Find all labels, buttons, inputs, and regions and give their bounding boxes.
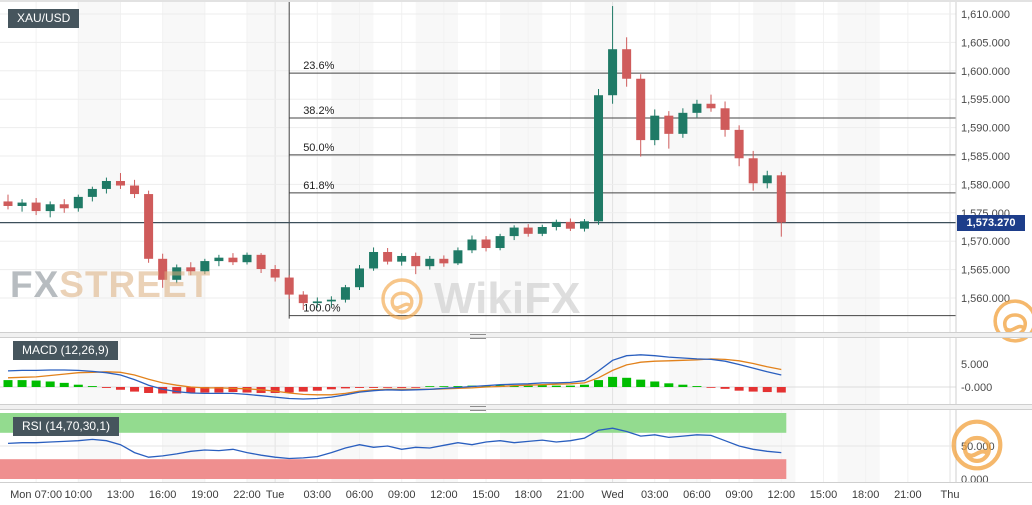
rsi-oversold-band (0, 459, 787, 479)
resize-grip-icon[interactable] (470, 406, 486, 411)
rsi-line (7, 427, 782, 460)
time-axis-label: 21:00 (556, 489, 585, 501)
svg-text:100.0%: 100.0% (303, 303, 341, 315)
time-axis-label: 18:00 (514, 489, 542, 501)
rsi-indicator-badge: RSI (14,70,30,1) (13, 417, 120, 436)
resize-grip-icon[interactable] (470, 334, 486, 339)
rsi-canvas[interactable]: 50.000 0.000 (0, 410, 1032, 482)
svg-text:23.6%: 23.6% (303, 60, 334, 72)
time-axis-label: Wed (601, 489, 624, 501)
horizontal-gridlines (0, 13, 956, 299)
svg-text:1,570.000: 1,570.000 (961, 236, 1010, 248)
svg-text:1,595.000: 1,595.000 (961, 94, 1010, 106)
svg-text:0.000: 0.000 (961, 474, 989, 482)
current-price-badge: 1,573.270 (957, 214, 1025, 231)
macd-line (7, 354, 782, 400)
time-axis-label: 15:00 (809, 489, 838, 501)
macd-histogram (3, 376, 786, 394)
time-axis-label: 16:00 (148, 489, 177, 501)
panel-resize-separator[interactable] (0, 404, 1032, 411)
svg-text:5.000: 5.000 (961, 359, 989, 371)
vertical-gridlines (35, 2, 951, 332)
time-axis-label: 21:00 (894, 489, 922, 501)
time-axis-label: 06:00 (345, 489, 374, 501)
macd-indicator-badge: MACD (12,26,9) (13, 341, 118, 360)
time-axis-label: 18:00 (851, 489, 880, 501)
time-axis-label: 03:00 (303, 489, 332, 501)
svg-text:50.000: 50.000 (961, 441, 995, 453)
rsi-axis-labels[interactable]: 50.000 0.000 (961, 441, 995, 482)
svg-text:61.8%: 61.8% (303, 180, 334, 192)
time-axis-label: Tue (265, 489, 285, 501)
svg-text:1,610.000: 1,610.000 (961, 9, 1010, 21)
svg-text:1,560.000: 1,560.000 (961, 293, 1010, 305)
svg-text:1,565.000: 1,565.000 (961, 265, 1010, 277)
rsi-overbought-band (0, 413, 787, 433)
svg-text:1,590.000: 1,590.000 (961, 123, 1010, 135)
svg-text:1,585.000: 1,585.000 (961, 151, 1010, 163)
candles-layer[interactable] (3, 6, 786, 310)
price-axis-labels[interactable]: 1,610.000 1,605.000 1,600.000 1,595.000 1,59… (961, 9, 1010, 305)
time-axis-label: 03:00 (640, 489, 669, 501)
svg-text:1,605.000: 1,605.000 (961, 37, 1010, 49)
rsi-panel[interactable]: 50.000 0.000 (0, 410, 1032, 482)
svg-text:50.0%: 50.0% (303, 142, 334, 154)
time-axis-label: Mon 07:00 (10, 489, 63, 501)
time-axis-label: 09:00 (725, 489, 753, 501)
macd-panel[interactable]: 5.000 -0.000 (0, 338, 1032, 404)
svg-text:-0.000: -0.000 (961, 382, 992, 394)
macd-canvas[interactable]: 5.000 -0.000 (0, 338, 1032, 404)
time-axis-label: 09:00 (387, 489, 416, 501)
time-axis-label: 12:00 (430, 489, 458, 501)
macd-axis-labels[interactable]: 5.000 -0.000 (961, 359, 992, 394)
time-axis[interactable]: Mon 07:00 10:00 13:00 16:00 19:00 22:00 Tue 03:… (0, 482, 1032, 505)
time-axis-label: 22:00 (233, 489, 261, 501)
time-axis-label: 19:00 (191, 489, 219, 501)
svg-text:1,580.000: 1,580.000 (961, 179, 1010, 191)
time-axis-label: Thu (940, 489, 960, 501)
price-chart-canvas[interactable]: 23.6% 38.2% 50.0% 61.8% 100.0% 1,610.000 1,605… (0, 2, 1032, 332)
session-stripes (78, 338, 880, 404)
time-axis-label: 12:00 (767, 489, 796, 501)
symbol-badge: XAU/USD (8, 9, 80, 28)
time-axis-label: 13:00 (106, 489, 135, 501)
svg-text:38.2%: 38.2% (303, 105, 334, 117)
price-chart-panel[interactable]: 23.6% 38.2% 50.0% 61.8% 100.0% 1,610.000 1,605… (0, 2, 1032, 332)
panel-resize-separator[interactable] (0, 332, 1032, 339)
macd-signal-line (7, 358, 782, 396)
svg-text:1,600.000: 1,600.000 (961, 66, 1010, 78)
time-axis-label: 15:00 (472, 489, 500, 501)
session-stripes (78, 2, 880, 332)
time-axis-label: 10:00 (64, 489, 93, 501)
time-axis-label: 06:00 (683, 489, 711, 501)
